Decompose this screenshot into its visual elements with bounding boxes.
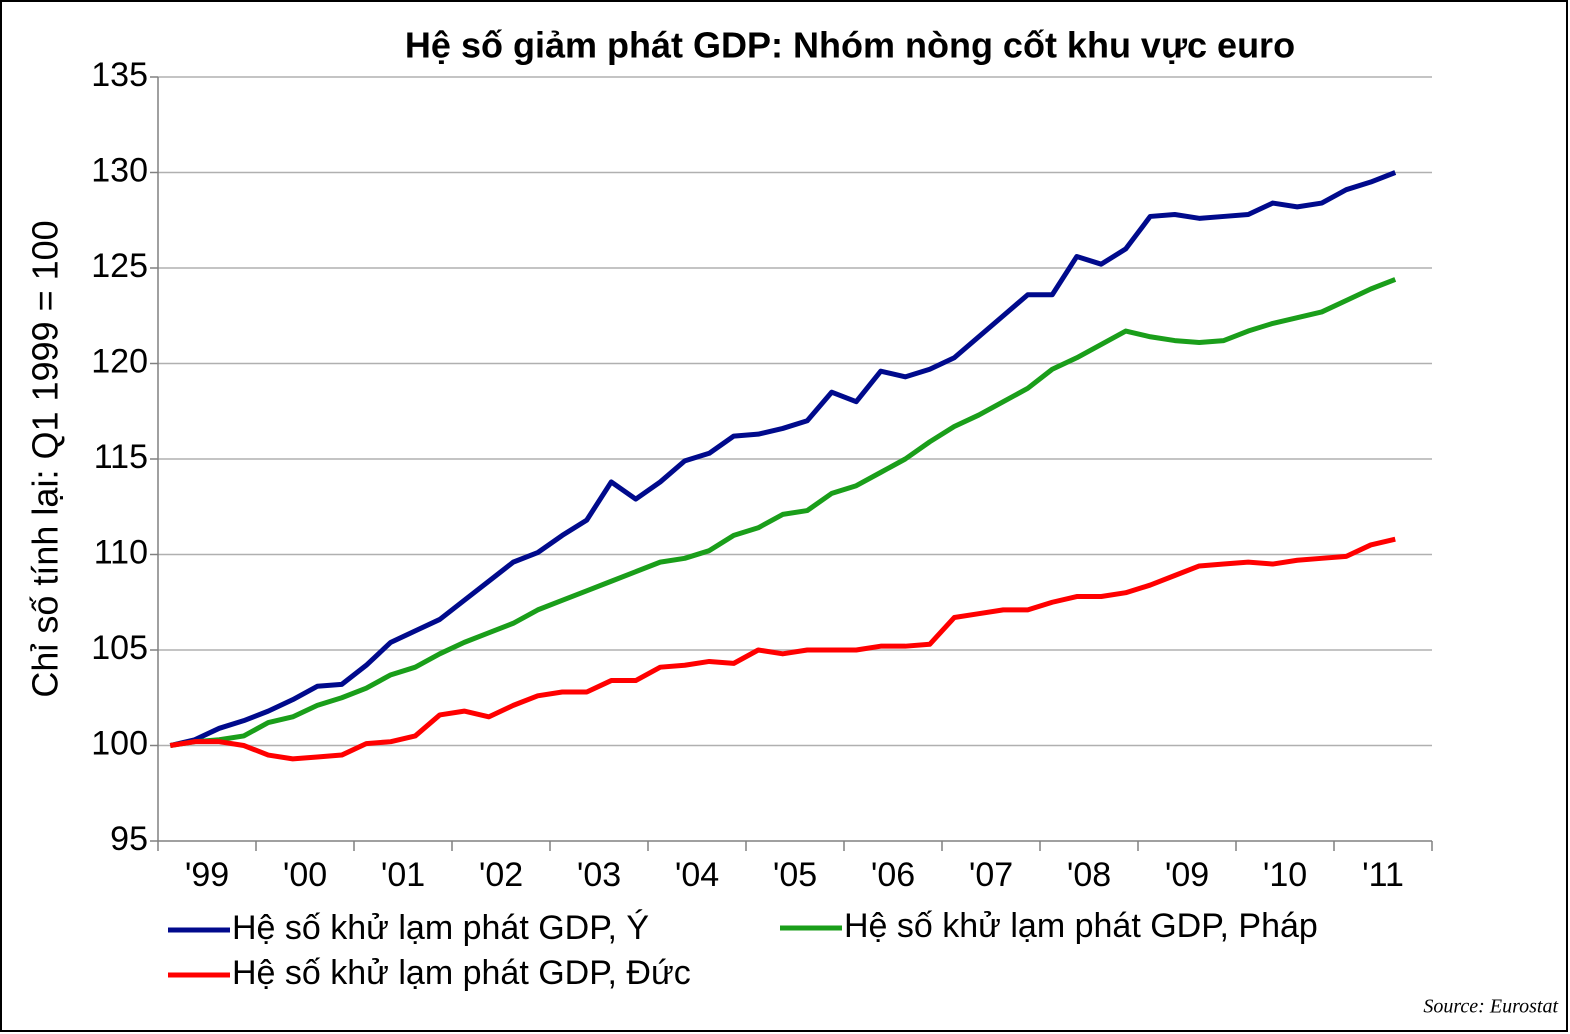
data-line xyxy=(169,536,1396,762)
x-tick-label: '10 xyxy=(1263,856,1307,894)
y-tick-label: 95 xyxy=(110,820,148,858)
x-tick-label: '07 xyxy=(969,856,1013,894)
y-tick-label: 110 xyxy=(94,533,148,571)
y-tick-label: 135 xyxy=(91,56,148,94)
data-line xyxy=(169,170,1397,748)
y-tick-label: 100 xyxy=(91,724,148,762)
x-tick-label: '00 xyxy=(283,856,327,894)
x-tick-label: '01 xyxy=(381,856,425,894)
y-tick-label: 125 xyxy=(91,247,148,285)
y-tick-label: 130 xyxy=(91,151,148,189)
x-tick-label: '99 xyxy=(185,856,229,894)
x-tick-label: '02 xyxy=(479,856,523,894)
y-axis-label: Chỉ số tính lại: Q1 1999 = 100 xyxy=(25,220,66,697)
data-line xyxy=(169,277,1397,748)
source: Source: Eurostat xyxy=(1423,996,1558,1018)
x-tick-label: '08 xyxy=(1067,856,1111,894)
y-tick-label: 105 xyxy=(91,629,148,667)
legend-label: Hệ số khử lạm phát GDP, Đức xyxy=(232,954,691,992)
x-tick-label: '04 xyxy=(675,856,719,894)
x-tick-label: '09 xyxy=(1165,856,1209,894)
y-tick-label: 120 xyxy=(91,342,148,380)
legend-label: Hệ số khử lạm phát GDP, Pháp xyxy=(844,907,1318,945)
y-tick-label: 115 xyxy=(94,438,148,476)
chart-title: Hệ số giảm phát GDP: Nhóm nòng cốt khu v… xyxy=(405,25,1295,66)
x-tick-label: '05 xyxy=(773,856,817,894)
x-tick-label: '11 xyxy=(1362,856,1404,894)
legend-label: Hệ số khử lạm phát GDP, Ý xyxy=(232,909,649,947)
x-tick-label: '06 xyxy=(871,856,915,894)
x-tick-label: '03 xyxy=(577,856,621,894)
